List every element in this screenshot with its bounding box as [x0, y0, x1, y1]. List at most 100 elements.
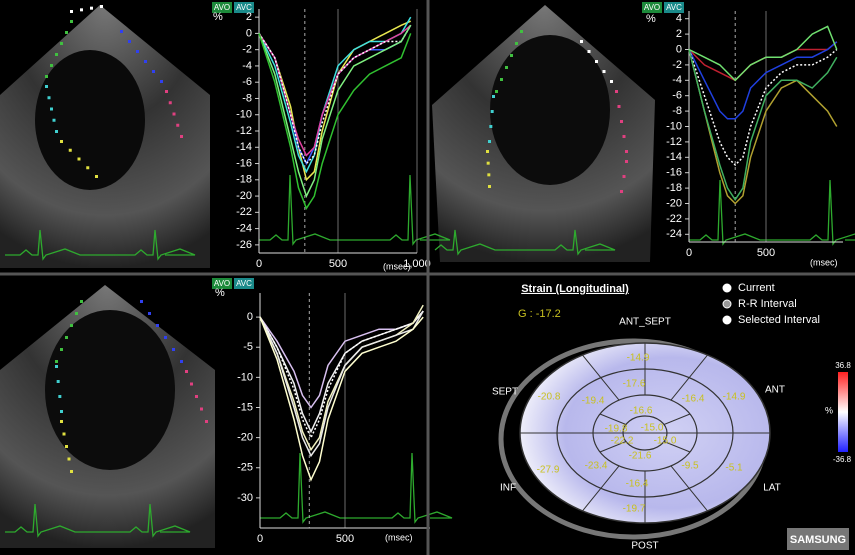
ecg-trace [434, 229, 616, 256]
tracking-dot [610, 80, 613, 83]
y-tick-label: -20 [237, 432, 253, 444]
y-tick-label: -6 [242, 76, 252, 88]
tracking-dot [128, 40, 131, 43]
tracking-dot [620, 120, 623, 123]
tracking-dot [58, 395, 62, 398]
x-tick-label: 0 [686, 247, 692, 259]
strain-curve [259, 310, 424, 440]
cavity [490, 35, 610, 185]
bullseye-divider [599, 441, 627, 453]
x-tick-label: 500 [336, 533, 354, 545]
tracking-dot [70, 470, 73, 473]
tracking-dot [622, 135, 626, 138]
segment-value: -14.9 [627, 353, 650, 364]
tracking-dot [168, 101, 172, 105]
y-tick-label: -8 [672, 105, 682, 117]
direction-label: POST [631, 541, 658, 552]
y-tick-label: 0 [247, 311, 253, 323]
segment-value: -22.2 [611, 436, 634, 447]
segment-value: -9.5 [681, 461, 699, 472]
strain-curve [259, 316, 424, 482]
tracking-dot [486, 150, 489, 153]
segment-value: -16.4 [626, 479, 649, 490]
segment-value: -15.0 [641, 423, 664, 434]
segment-value: -16.6 [630, 406, 653, 417]
event-marker-box [664, 2, 684, 13]
tracking-dot [75, 312, 78, 315]
ecg-trace [689, 179, 855, 246]
event-marker-box [212, 2, 232, 13]
y-tick-label: -6 [672, 90, 682, 102]
tracking-dot [50, 107, 53, 111]
strain-curve [259, 310, 424, 458]
logo: SAMSUNG [790, 534, 846, 546]
tracking-dot [86, 166, 90, 170]
tracking-dot [176, 123, 180, 127]
legend-label: Current [738, 282, 775, 294]
direction-label: LAT [763, 483, 781, 494]
event-marker-box [234, 278, 254, 289]
tracking-dot [580, 40, 583, 43]
y-unit: % [215, 287, 225, 299]
segment-value: -19.7 [623, 504, 646, 515]
tracking-dot [62, 432, 66, 436]
tracking-dot [587, 50, 591, 53]
y-tick-label: -8 [242, 92, 252, 104]
tracking-dot [152, 70, 155, 73]
strain-curve [688, 48, 838, 167]
legend-dot [722, 283, 732, 293]
segment-value: -15.0 [654, 436, 677, 447]
tracking-dot [495, 90, 498, 93]
tracking-dot [172, 112, 176, 116]
strain-curve [259, 310, 424, 434]
colorbar-unit: % [825, 405, 833, 415]
y-tick-label: -15 [237, 401, 253, 413]
y-tick-label: -5 [243, 341, 253, 353]
tracking-dot [200, 407, 203, 411]
tracking-dot [488, 140, 491, 143]
tracking-dot [60, 410, 63, 413]
tracking-dot [180, 360, 183, 363]
tracking-dot [515, 42, 518, 45]
tracking-dot [160, 80, 163, 83]
tracking-dot [195, 395, 198, 398]
bullseye-title: Strain (Longitudinal) [521, 283, 629, 295]
tracking-dot [164, 336, 167, 339]
tracking-dot [505, 66, 508, 69]
x-tick-label: 0 [256, 258, 262, 270]
event-marker: AVO [214, 3, 230, 12]
tracking-dot [68, 148, 72, 152]
tracking-dot [520, 30, 523, 33]
event-marker: AVC [236, 279, 252, 288]
y-tick-label: -20 [666, 197, 682, 209]
direction-label: INF [500, 483, 516, 494]
tracking-dot [165, 90, 168, 93]
y-unit: % [213, 11, 223, 23]
tracking-dot [80, 300, 83, 303]
tracking-dot [70, 20, 73, 23]
segment-value: -19.8 [605, 424, 628, 435]
y-tick-label: 0 [246, 27, 252, 39]
ecg-trace [259, 174, 451, 246]
y-tick-label: -12 [666, 136, 682, 148]
bullseye-divider [670, 465, 708, 512]
y-tick-label: -30 [237, 492, 253, 504]
tracking-dot [55, 130, 58, 133]
tracking-dot [100, 5, 103, 8]
tracking-dot [140, 300, 143, 303]
tracking-dot [95, 175, 98, 178]
x-tick-label: 500 [757, 247, 775, 259]
y-tick-label: -10 [236, 109, 252, 121]
y-tick-label: -26 [236, 239, 252, 251]
direction-label: ANT [765, 385, 785, 396]
tracking-dot [90, 6, 93, 10]
tracking-dot [55, 53, 58, 56]
bullseye-divider [582, 354, 620, 401]
y-tick-label: -10 [666, 120, 682, 132]
y-tick-label: -18 [236, 174, 252, 186]
tracking-dot [65, 445, 68, 448]
tracking-dot [47, 96, 51, 100]
y-tick-label: -22 [666, 213, 682, 225]
segment-value: -23.4 [585, 461, 608, 472]
